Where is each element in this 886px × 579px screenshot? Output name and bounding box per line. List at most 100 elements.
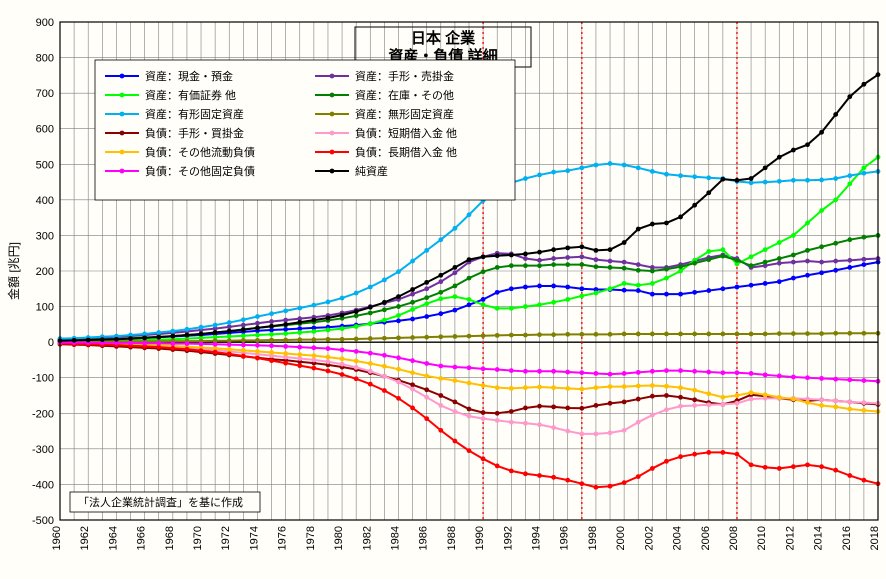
series-marker [452,270,457,275]
series-marker [805,462,810,467]
y-tick-label: 500 [36,159,54,171]
series-marker [396,335,401,340]
series-marker [297,337,302,342]
series-marker [608,384,613,389]
series-marker [791,464,796,469]
y-tick-label: 700 [36,88,54,100]
series-marker [861,82,866,87]
series-marker [791,233,796,238]
series-marker [368,361,373,366]
series-marker [396,294,401,299]
series-marker [833,331,838,336]
chart-title-1: 日本 企業 [411,29,476,47]
series-marker [636,268,641,273]
series-marker [692,452,697,457]
series-marker [777,256,782,261]
series-marker [805,400,810,405]
series-marker [255,349,260,354]
series-marker [438,376,443,381]
series-marker [763,281,768,286]
series-marker [579,370,584,375]
series-marker [283,322,288,327]
series-marker [805,178,810,183]
series-marker [749,176,754,181]
series-marker [481,297,486,302]
series-marker [678,215,683,220]
series-marker [608,484,613,489]
series-marker [664,267,669,272]
series-marker [523,385,528,390]
series-marker [340,372,345,377]
series-marker [622,260,627,265]
series-marker [551,284,556,289]
series-marker [269,338,274,343]
series-marker [452,284,457,289]
series-marker [833,268,838,273]
series-marker [819,403,824,408]
series-marker [396,318,401,323]
series-marker [537,422,542,427]
series-marker [241,317,246,322]
series-marker [594,385,599,390]
series-marker [636,227,641,232]
series-marker [735,258,740,263]
series-marker [213,330,218,335]
series-marker [297,352,302,357]
y-tick-label: 400 [36,195,54,207]
series-marker [706,190,711,195]
series-marker [551,369,556,374]
series-marker [509,253,514,258]
series-marker [622,480,627,485]
series-marker [269,350,274,355]
series-marker [438,296,443,301]
series-marker [509,333,514,338]
series-marker [833,377,838,382]
series-marker [622,240,627,245]
series-marker [227,320,232,325]
series-marker [241,343,246,348]
series-marker [622,428,627,433]
series-marker [622,332,627,337]
series-marker [594,485,599,490]
series-marker [622,384,627,389]
series-marker [706,257,711,262]
series-marker [706,249,711,254]
series-marker [749,180,754,185]
series-marker [467,414,472,419]
series-marker [579,387,584,392]
series-marker [819,130,824,135]
series-marker [297,330,302,335]
legend-label: 負債：その他流動負債 [145,145,255,159]
series-marker [537,385,542,390]
series-marker [847,407,852,412]
series-marker [142,341,147,346]
series-marker [424,335,429,340]
series-marker [777,279,782,284]
series-marker [636,420,641,425]
series-marker [579,432,584,437]
series-marker [452,265,457,270]
series-marker [241,338,246,343]
series-marker [833,176,838,181]
series-marker [594,264,599,269]
series-marker [481,383,486,388]
x-tick-label: 1992 [502,526,514,550]
series-marker [311,329,316,334]
series-marker [424,374,429,379]
series-marker [537,258,542,263]
series-marker [861,400,866,405]
series-marker [861,478,866,483]
x-tick-label: 2006 [700,526,712,550]
x-tick-label: 1996 [559,526,571,550]
series-marker [565,168,570,173]
series-marker [311,303,316,308]
series-marker [706,391,711,396]
series-marker [579,244,584,249]
series-marker [368,369,373,374]
series-marker [565,297,570,302]
y-tick-label: 300 [36,230,54,242]
series-marker [438,290,443,295]
legend-marker [330,131,335,136]
series-marker [622,288,627,293]
series-marker [354,359,359,364]
